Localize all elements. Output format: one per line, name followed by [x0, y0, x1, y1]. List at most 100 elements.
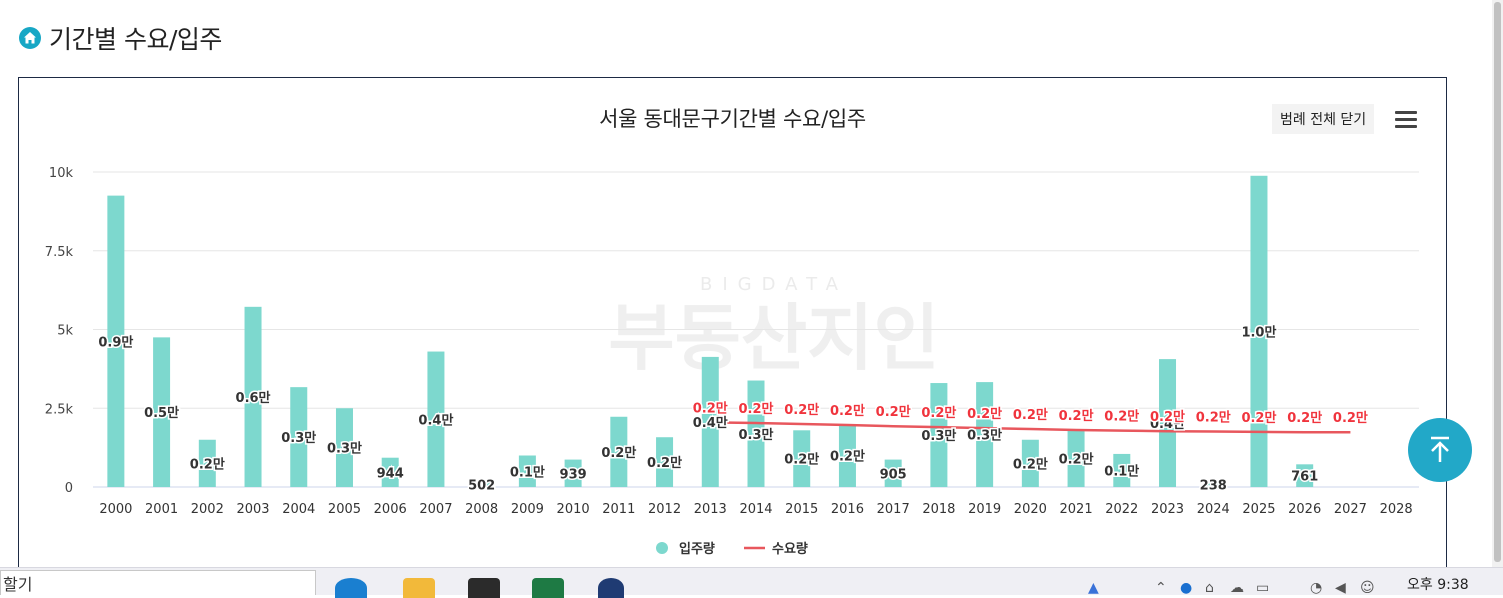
line-data-label: 0.2만 [784, 402, 819, 418]
legend-toggle-button[interactable]: 범례 전체 닫기 [1272, 104, 1375, 134]
bar-data-label-outline: 1.0만 [1241, 324, 1276, 340]
bar-data-label: 0.3만 [967, 428, 1002, 444]
x-tick-label: 2022 [1105, 502, 1138, 517]
bar-data-label-outline: 0.1만 [1104, 463, 1139, 479]
legend-bar-swatch [656, 542, 668, 554]
bar-2013 [701, 356, 719, 487]
bar-data-label: 0.2만 [1013, 456, 1048, 472]
line-data-label-outline: 0.2만 [1241, 410, 1276, 426]
cloud-icon[interactable]: ☁ [1230, 580, 1244, 596]
wifi-icon[interactable]: ◔ [1310, 580, 1323, 596]
bar-data-label: 502 [468, 478, 495, 493]
emoji-icon[interactable]: ☺ [1360, 580, 1375, 596]
bar-data-label-outline: 0.3만 [327, 441, 362, 457]
bar-2007 [427, 351, 445, 487]
x-tick-label: 2027 [1334, 502, 1367, 517]
line-data-label-outline: 0.2만 [876, 404, 911, 420]
bar-2020 [1021, 439, 1039, 487]
x-tick-label: 2002 [191, 502, 224, 517]
bar-data-label-outline: 0.2만 [1013, 456, 1048, 472]
line-data-label-outline: 0.2만 [921, 405, 956, 421]
y-tick-label: 10k [49, 166, 74, 181]
line-data-label-outline: 0.2만 [693, 400, 728, 416]
legend-bar-label: 입주량 [679, 542, 715, 557]
bar-2026 [1296, 464, 1314, 487]
bar-2001 [153, 337, 171, 487]
line-data-label-outline: 0.2만 [1013, 407, 1048, 423]
line-data-label-outline: 0.2만 [967, 406, 1002, 422]
bar-data-label: 0.5만 [144, 405, 179, 421]
bar-data-label-outline: 238 [1200, 478, 1227, 493]
bar-data-label-outline: 0.2만 [830, 449, 865, 465]
section-title-text: 기간별 수요/입주 [49, 25, 222, 54]
bar-2000 [107, 195, 125, 487]
line-data-label: 0.2만 [1013, 407, 1048, 423]
bar-2025 [1250, 175, 1268, 487]
terminal-icon[interactable] [468, 578, 500, 598]
monitor-icon[interactable]: ▭ [1256, 580, 1270, 596]
bar-data-label-outline: 0.3만 [921, 428, 956, 444]
line-data-label: 0.2만 [830, 403, 865, 419]
chevron-up-icon[interactable]: ⌃ [1155, 580, 1167, 596]
line-data-label: 0.2만 [1150, 409, 1185, 425]
chart-container: BIGDATA 부동산지인 0 2.5k 5k 7.5k 10k 2000 2001 2002 20… [18, 77, 1447, 569]
bar-data-label: 0.2만 [647, 455, 682, 471]
bar-2023 [1159, 359, 1177, 487]
bar-data-label-outline: 0.6만 [236, 390, 271, 406]
y-tick-label: 0 [65, 481, 73, 496]
bluetooth-icon[interactable]: ● [1180, 580, 1193, 596]
x-tick-label: 2011 [602, 502, 635, 517]
volume-icon[interactable]: ◀ [1335, 580, 1346, 596]
bar-data-label-outline: 0.2만 [784, 452, 819, 468]
bar-data-label: 1.0만 [1241, 324, 1276, 340]
bar-2009 [518, 455, 536, 487]
line-data-label-outline: 0.2만 [830, 403, 865, 419]
bar-data-label: 0.4만 [418, 412, 453, 428]
bar-data-label: 0.4만 [693, 415, 728, 431]
line-data-label: 0.2만 [1241, 410, 1276, 426]
page-scrollbar[interactable] [1492, 0, 1503, 567]
excel-icon[interactable] [532, 578, 564, 598]
bar-data-label-outline: 0.4만 [418, 412, 453, 428]
app-icon[interactable] [598, 578, 624, 598]
notification-icon[interactable]: ▲ [1088, 580, 1099, 596]
x-tick-label: 2018 [922, 502, 955, 517]
line-data-label-outline: 0.2만 [1333, 410, 1368, 426]
line-data-label: 0.2만 [1196, 410, 1231, 426]
hamburger-menu-icon[interactable] [1395, 111, 1417, 129]
bar-data-label: 0.4만 [1150, 416, 1185, 432]
line-data-label: 0.2만 [967, 406, 1002, 422]
taskbar-search-box[interactable]: 할기 [0, 570, 316, 595]
bar-2005 [335, 408, 353, 487]
x-tick-label: 2000 [99, 502, 132, 517]
scrollbar-thumb[interactable] [1494, 2, 1501, 562]
bar-data-label: 0.9만 [98, 334, 133, 350]
file-explorer-icon[interactable] [403, 578, 435, 598]
bar-2021 [1067, 429, 1085, 487]
bar-data-label: 0.2만 [190, 456, 225, 472]
x-tick-label: 2004 [282, 502, 315, 517]
network-icon[interactable]: ⌂ [1205, 580, 1214, 596]
bar-data-label-outline: 0.1만 [510, 464, 545, 480]
bar-data-label-outline: 944 [377, 466, 404, 481]
bar-data-label-outline: 0.3만 [967, 428, 1002, 444]
demand-line [710, 421, 1351, 434]
scroll-to-top-button[interactable] [1408, 418, 1472, 482]
line-data-label: 0.2만 [739, 401, 774, 417]
bar-data-label-outline: 0.2만 [647, 455, 682, 471]
bar-data-label-outline: 0.3만 [739, 427, 774, 443]
bar-data-label: 0.2만 [784, 452, 819, 468]
bar-data-label-outline: 0.4만 [693, 415, 728, 431]
line-data-label: 0.2만 [921, 405, 956, 421]
bar-data-label: 0.2만 [830, 449, 865, 465]
watermark-text: 부동산지인 [608, 296, 939, 380]
line-data-label: 0.2만 [1333, 410, 1368, 426]
line-data-label-outline: 0.2만 [739, 401, 774, 417]
x-tick-label: 2012 [648, 502, 681, 517]
bar-2008 [473, 481, 491, 487]
x-tick-label: 2019 [968, 502, 1001, 517]
bar-data-label: 0.3만 [281, 430, 316, 446]
edge-browser-icon[interactable] [335, 578, 367, 598]
x-tick-label: 2025 [1242, 502, 1275, 517]
